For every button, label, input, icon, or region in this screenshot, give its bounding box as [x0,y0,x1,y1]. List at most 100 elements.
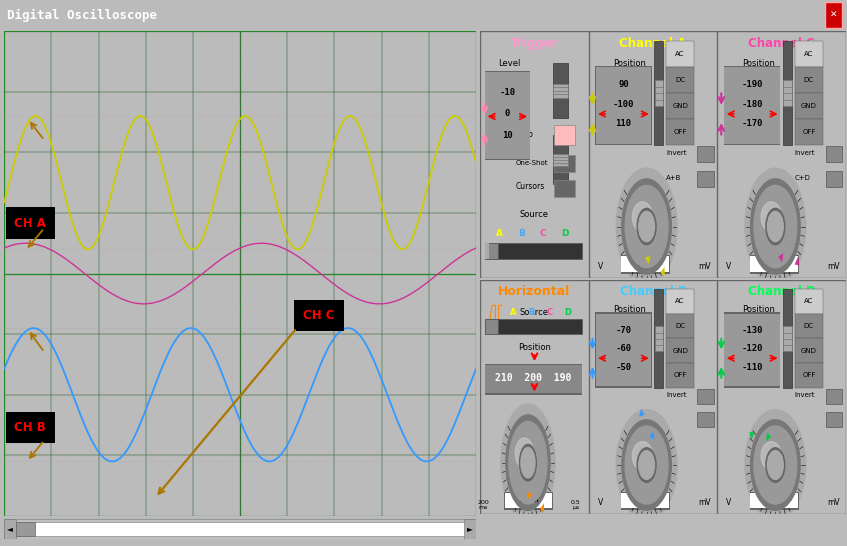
Text: V: V [598,262,603,271]
Circle shape [622,420,672,510]
Text: DC: DC [804,323,814,329]
Bar [622,493,669,508]
Bar [622,256,669,272]
Circle shape [639,211,655,242]
Bar [655,80,663,106]
Text: Level: Level [498,59,521,68]
Circle shape [616,168,677,285]
Bar [783,80,792,106]
Bar [697,171,713,187]
Bar [794,339,823,363]
Text: GND: GND [801,348,817,354]
Circle shape [766,209,785,245]
Ellipse shape [761,202,782,232]
Circle shape [767,211,783,242]
Bar [621,492,670,509]
Text: Position: Position [613,305,646,314]
Circle shape [625,186,668,268]
Text: Invert: Invert [666,392,686,398]
Text: DC: DC [804,77,814,83]
Circle shape [750,420,800,510]
Text: 210  200  190: 210 200 190 [495,373,572,383]
Text: B: B [528,308,534,317]
Text: DC: DC [555,91,566,100]
Bar [794,313,823,339]
Text: Source: Source [520,210,549,218]
Ellipse shape [515,438,534,468]
Text: Position: Position [742,59,775,68]
Bar [505,493,552,508]
Bar [724,67,780,144]
Text: 0.5
µs: 0.5 µs [571,500,580,511]
Polygon shape [750,432,755,440]
Text: CH B: CH B [14,421,46,434]
Polygon shape [778,253,783,262]
Bar [484,364,582,395]
Bar [697,389,713,404]
Bar [484,242,497,259]
Bar [484,319,497,334]
Bar [826,146,842,162]
Text: 0.1: 0.1 [767,258,782,268]
Bar [485,365,582,394]
Bar [464,519,476,539]
Bar [794,363,823,388]
Text: C: C [546,308,553,317]
Text: -120: -120 [741,345,763,353]
Text: AC: AC [556,69,566,78]
Text: 50m: 50m [638,258,653,268]
Text: ►: ► [468,525,473,533]
Bar [750,492,799,509]
Bar [655,327,663,351]
Circle shape [754,186,797,268]
Bar [484,319,582,334]
Text: Auto: Auto [516,130,534,139]
Circle shape [521,448,535,478]
Bar [4,519,16,539]
Text: A: A [510,308,516,317]
Text: Channel A: Channel A [619,37,687,50]
Text: V: V [727,262,732,271]
Bar [794,67,823,93]
Bar [595,313,651,387]
Text: A: A [496,229,503,239]
Text: -50: -50 [616,363,632,371]
Bar [783,41,792,145]
Circle shape [767,450,783,479]
Circle shape [745,168,805,285]
Bar [750,255,799,274]
Bar [621,255,670,274]
Text: -70: -70 [616,326,632,335]
Bar [666,41,695,67]
Text: AC: AC [804,298,813,304]
Text: AC: AC [804,51,813,57]
Text: C: C [540,229,546,239]
Bar [553,84,567,98]
Bar [485,72,529,158]
Bar [484,70,530,160]
Bar [484,242,489,259]
Text: 0.5: 0.5 [638,495,653,504]
Text: -190: -190 [741,80,763,90]
Ellipse shape [633,202,653,232]
Bar [666,289,695,313]
Text: Invert: Invert [794,150,815,156]
Text: OFF: OFF [673,372,687,378]
Text: Position: Position [613,59,646,68]
Text: V: V [727,498,732,507]
Bar [554,125,574,145]
Text: Channel C: Channel C [749,37,815,50]
Text: Channel B: Channel B [619,285,687,298]
Circle shape [766,448,785,482]
Text: 10: 10 [502,131,512,140]
Text: Source: Source [520,308,549,317]
Text: -100: -100 [612,99,634,109]
Text: ◄: ◄ [7,525,13,533]
Polygon shape [540,503,544,513]
Polygon shape [639,408,645,417]
Bar [666,363,695,388]
Ellipse shape [761,442,782,470]
Bar [794,289,823,313]
Bar [554,155,574,172]
Bar [595,66,651,145]
